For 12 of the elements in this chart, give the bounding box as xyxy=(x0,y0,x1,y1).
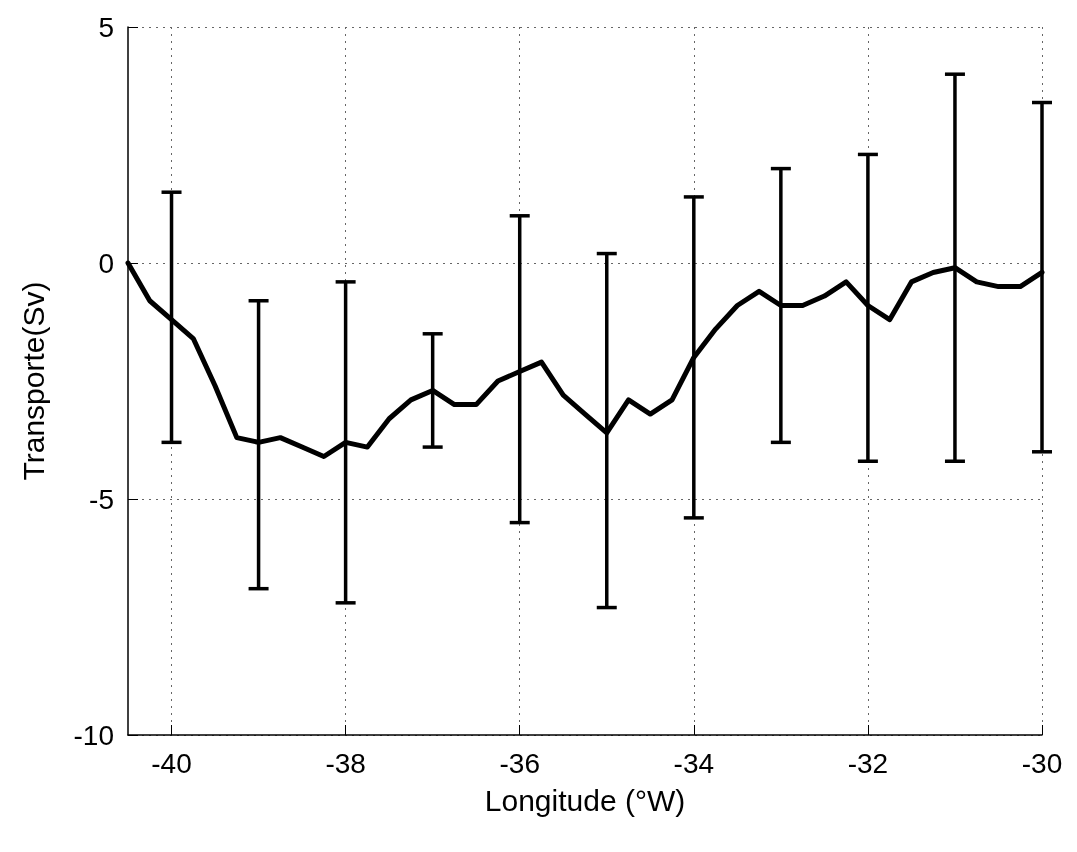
x-axis-title: Longitude (°W) xyxy=(484,783,686,817)
x-tick-label: -40 xyxy=(151,747,192,779)
x-tick-label: -36 xyxy=(499,747,540,779)
y-tick-label: 0 xyxy=(98,247,114,279)
x-tick-label: -32 xyxy=(847,747,889,779)
y-tick-label: -5 xyxy=(89,483,114,515)
x-tick-label: -30 xyxy=(1021,747,1063,779)
y-tick-label: 5 xyxy=(98,11,114,43)
y-axis-title: Transporte(Sv) xyxy=(16,281,50,481)
x-tick-label: -34 xyxy=(673,747,715,779)
y-tick-label: -10 xyxy=(73,719,114,751)
x-tick-label: -38 xyxy=(325,747,366,779)
